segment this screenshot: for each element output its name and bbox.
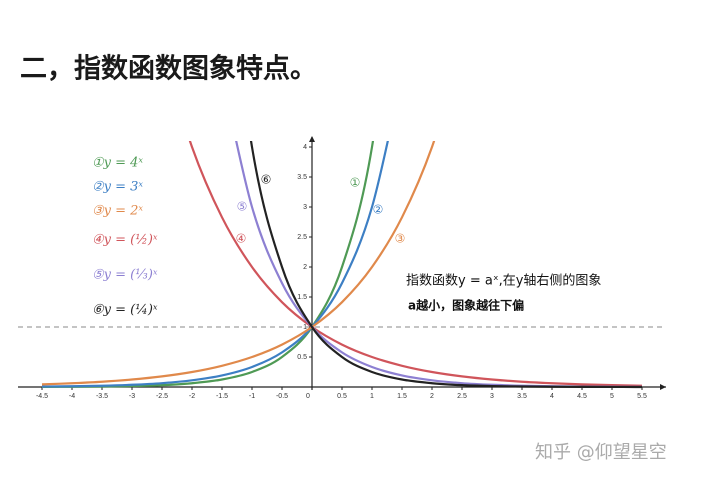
x-tick-label: -0.5 [276, 393, 288, 400]
x-tick-label: -4 [69, 393, 75, 400]
legend-entry: ②y = 3ˣ [92, 180, 143, 195]
x-tick-label: 2.5 [457, 393, 467, 400]
x-tick-label: 5.5 [637, 393, 647, 400]
y-tick-label: 1.5 [297, 294, 307, 301]
curve-label: ④ [236, 232, 247, 246]
y-axis-arrow [309, 136, 315, 142]
y-tick-label: 4 [303, 144, 307, 151]
annotation: a越小，图象越往下偏 [408, 298, 524, 313]
x-tick-label: 0 [306, 393, 310, 400]
y-tick-label: 1 [303, 324, 307, 331]
y-tick-label: 2.5 [297, 234, 307, 241]
x-tick-label: 4.5 [577, 393, 587, 400]
x-tick-label: -3 [129, 393, 135, 400]
y-tick-label: 0.5 [297, 354, 307, 361]
x-tick-label: 3 [490, 393, 494, 400]
x-tick-label: -1 [249, 393, 255, 400]
x-tick-label: -1.5 [216, 393, 228, 400]
curve-label: ② [373, 203, 384, 217]
legend-entry: ①y = 4ˣ [92, 156, 143, 171]
x-tick-label: 1 [370, 393, 374, 400]
x-tick-label: -3.5 [96, 393, 108, 400]
curve [41, 141, 436, 386]
curve-label: ⑥ [261, 173, 272, 187]
y-tick-label: 2 [303, 264, 307, 271]
x-tick-label: 0.5 [337, 393, 347, 400]
x-tick-label: -4.5 [36, 393, 48, 400]
legend-entry: ⑤y = (⅓)ˣ [92, 268, 158, 283]
x-tick-label: -2 [189, 393, 195, 400]
y-tick-label: 3 [303, 204, 307, 211]
curve [188, 141, 643, 387]
annotation: 指数函数y = aˣ,在y轴右侧的图象 [406, 273, 601, 289]
watermark: 知乎 @仰望星空 [535, 442, 667, 463]
curve-label: ⑤ [237, 200, 248, 214]
curve-label: ③ [395, 232, 406, 246]
chart-title: 二，指数函数图象特点。 [20, 53, 317, 85]
curve [41, 141, 389, 388]
curve [249, 141, 643, 389]
x-tick-label: 3.5 [517, 393, 527, 400]
legend-entry: ③y = 2ˣ [92, 204, 143, 219]
x-axis-arrow [660, 384, 666, 390]
curve-label: ① [350, 176, 361, 190]
x-tick-label: -2.5 [156, 393, 168, 400]
x-tick-label: 4 [550, 393, 554, 400]
x-tick-label: 2 [430, 393, 434, 400]
x-tick-label: 1.5 [397, 393, 407, 400]
legend-entry: ④y = (½)ˣ [92, 233, 158, 248]
y-tick-label: 3.5 [297, 174, 307, 181]
x-tick-label: 5 [610, 393, 614, 400]
legend-entry: ⑥y = (¼)ˣ [92, 303, 158, 318]
curve [235, 141, 643, 388]
